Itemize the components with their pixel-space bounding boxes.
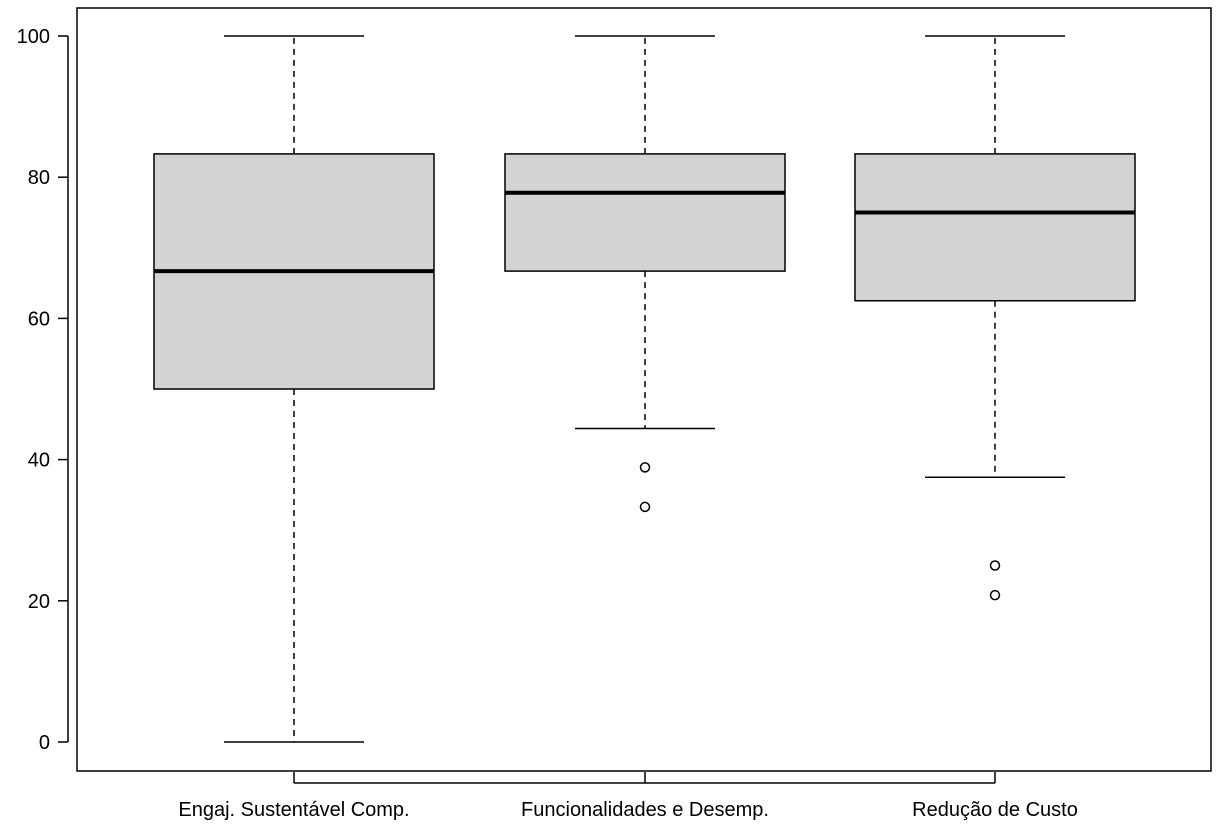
y-tick-label: 40 xyxy=(28,450,50,472)
iqr-box xyxy=(854,153,1136,302)
y-axis: 0 20 40 60 80 100 xyxy=(17,26,69,754)
x-tick-label: Funcionalidades e Desemp. xyxy=(521,799,769,821)
outlier-point xyxy=(989,589,1001,601)
iqr-box xyxy=(504,153,786,272)
x-axis: Engaj. Sustentável Comp. Funcionalidades … xyxy=(178,772,1078,821)
x-tick-label: Engaj. Sustentável Comp. xyxy=(178,799,409,821)
y-tick-label: 0 xyxy=(39,732,50,754)
y-tick-label: 20 xyxy=(28,591,50,613)
outlier-point xyxy=(639,501,651,513)
box-group xyxy=(504,35,786,513)
y-tick-label: 100 xyxy=(17,26,50,48)
plot-frame xyxy=(76,7,1212,772)
outlier-point xyxy=(989,560,1001,571)
x-tick-label: Redução de Custo xyxy=(912,799,1078,821)
outlier-point xyxy=(639,462,651,473)
boxes xyxy=(153,35,1136,743)
box-group xyxy=(854,35,1136,601)
y-tick-label: 80 xyxy=(28,167,50,189)
y-tick-label: 60 xyxy=(28,308,50,330)
box-group xyxy=(153,35,435,743)
